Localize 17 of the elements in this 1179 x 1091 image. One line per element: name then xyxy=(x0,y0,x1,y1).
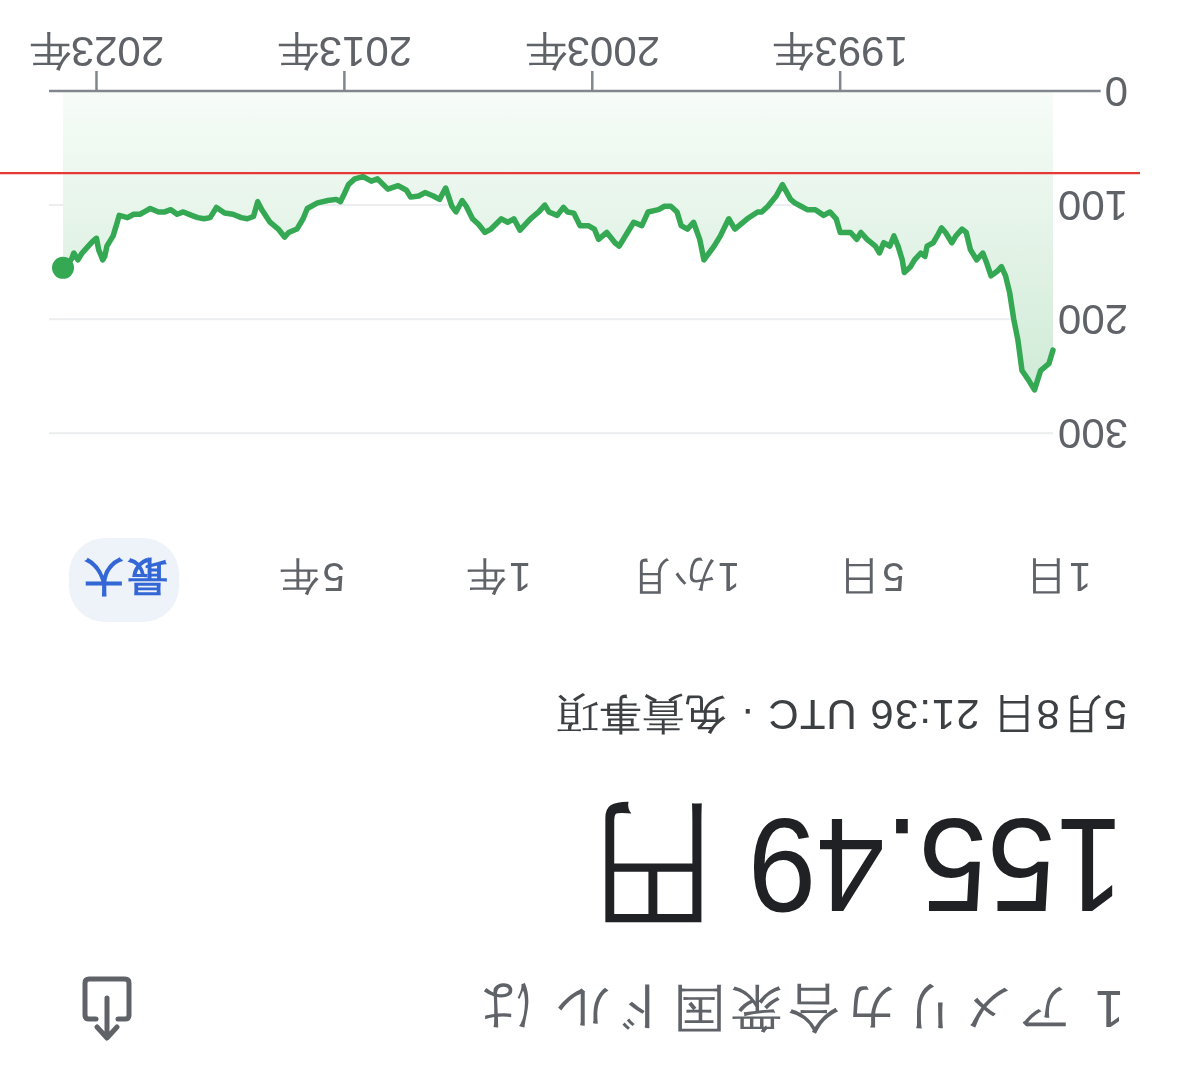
y-tick-label: 100 xyxy=(1057,181,1128,229)
annotation: 5月8日 21:36 UTC · 免責事項 xyxy=(555,691,1127,738)
y-tick-label: 0 xyxy=(1104,67,1128,115)
annotation: 最大 xyxy=(81,555,167,599)
title: 1 アメリカ合衆国ドル は xyxy=(474,980,1124,1038)
x-tick-label: 2013年 xyxy=(276,28,413,75)
x-tick-label: 1993年 xyxy=(772,28,908,75)
x-tick-label: 2023年 xyxy=(28,28,165,75)
subtitle: 155.49 円 xyxy=(590,790,1124,940)
annotation: 5日 xyxy=(836,555,905,599)
annotation: 1か月 xyxy=(627,555,740,599)
annotation: 1年 xyxy=(463,555,532,599)
annotation: 1日 xyxy=(1022,555,1092,599)
y-tick-label: 300 xyxy=(1057,409,1128,457)
annotation: 5年 xyxy=(276,555,345,599)
x-tick-label: 2003年 xyxy=(524,28,660,75)
y-tick-label: 200 xyxy=(1057,295,1128,343)
